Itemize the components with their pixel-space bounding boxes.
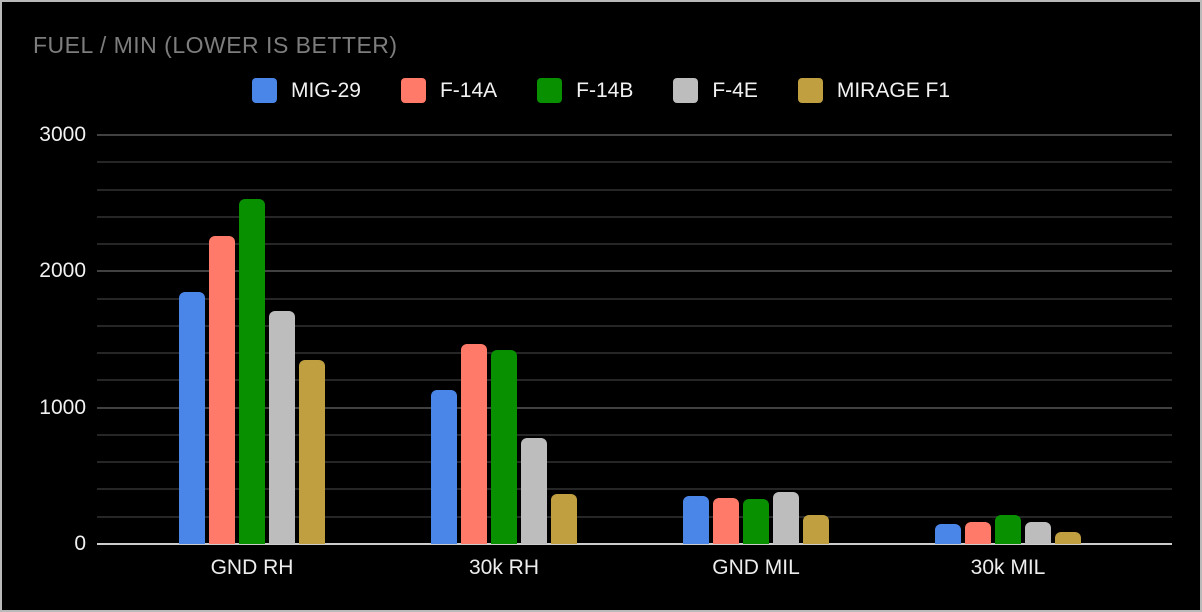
bar-mig-29 [179,292,205,544]
bar-f-14a [713,498,739,544]
bar-group-30k-mil [935,515,1081,544]
y-axis-tick-label: 3000 [39,123,86,146]
bar-f-14a [209,236,235,544]
major-gridline [97,134,1172,136]
minor-gridline [97,461,1172,464]
minor-gridline [97,379,1172,382]
minor-gridline [97,352,1172,355]
bar-f-14b [995,515,1021,544]
chart-title: FUEL / MIN (LOWER IS BETTER) [33,32,398,58]
legend-swatch-icon [673,78,699,103]
bar-f-14a [965,522,991,544]
legend-item: MIRAGE F1 [797,78,951,103]
minor-gridline [97,215,1172,218]
legend-item: F-14A [400,78,498,103]
bar-group-gnd-rh [179,199,325,544]
bar-f-4e [269,311,295,544]
legend-swatch-icon [797,78,823,103]
minor-gridline [97,243,1172,246]
legend-label: F-14A [439,78,498,102]
minor-gridline [97,433,1172,436]
minor-gridline [97,515,1172,518]
legend-item: F-14B [537,78,633,103]
bar-f-14a [461,344,487,544]
x-axis-category-label: GND MIL [712,556,800,579]
x-axis-category-label: GND RH [210,556,294,579]
bar-f-4e [521,438,547,544]
legend-label: MIG-29 [290,78,361,102]
bar-mirage-f1 [551,494,577,544]
bar-f-14b [239,199,265,544]
plot-area [97,134,1172,545]
minor-gridline [97,297,1172,300]
y-axis-tick-label: 2000 [39,259,86,283]
legend-item: F-4E [673,78,758,103]
minor-gridline [97,161,1172,164]
minor-gridline [97,488,1172,491]
legend: MIG-29 F-14A F-14B F-4E MIRAGE F1 [2,78,1200,103]
bar-f-14b [491,350,517,544]
bar-f-4e [773,492,799,544]
legend-swatch-icon [400,78,426,103]
bar-mirage-f1 [299,360,325,544]
y-axis-tick-label: 0 [74,532,86,555]
major-gridline [97,270,1172,273]
x-axis-category-label: 30k RH [468,556,540,579]
bar-mig-29 [935,524,961,544]
bar-f-14b [743,499,769,544]
x-axis-category-label: 30k MIL [970,556,1046,579]
bar-mig-29 [431,390,457,544]
bar-mirage-f1 [803,515,829,544]
y-axis-tick-label: 1000 [39,395,86,419]
legend-label: F-4E [712,78,758,102]
legend-item: MIG-29 [251,78,361,103]
legend-swatch-icon [537,78,563,103]
bar-group-gnd-mil [683,492,829,544]
bar-f-4e [1025,522,1051,544]
legend-label: F-14B [576,78,634,102]
bar-group-30k-rh [431,344,577,544]
legend-label: MIRAGE F1 [836,78,951,102]
bar-mig-29 [683,496,709,544]
minor-gridline [97,188,1172,191]
legend-swatch-icon [251,78,277,103]
major-gridline [97,406,1172,409]
minor-gridline [97,324,1172,327]
x-axis-line [97,543,1172,545]
bar-mirage-f1 [1055,532,1081,544]
